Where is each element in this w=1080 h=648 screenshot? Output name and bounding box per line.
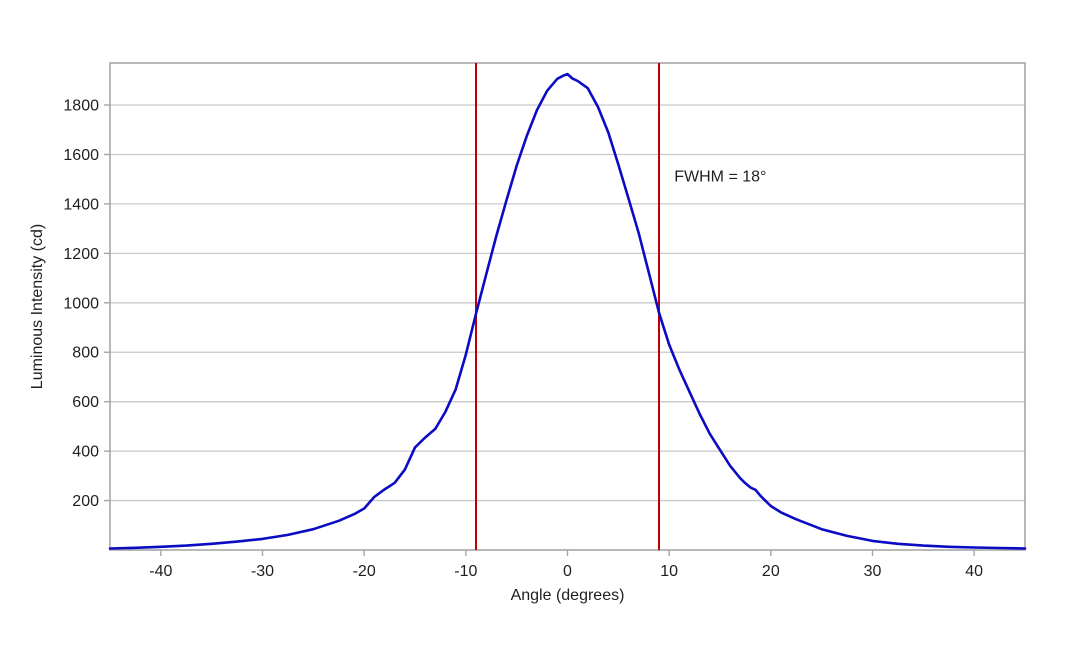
- intensity-curve: [108, 72, 1027, 550]
- y-tick-label: 800: [72, 345, 99, 362]
- x-tick-label: -20: [353, 563, 376, 580]
- y-tick-label: 400: [72, 444, 99, 461]
- x-tick-label: -10: [454, 563, 477, 580]
- y-tick-label: 600: [72, 394, 99, 411]
- x-tick-label: 40: [965, 563, 983, 580]
- x-tick-label: 10: [660, 563, 678, 580]
- x-tick-label: -30: [251, 563, 274, 580]
- x-tick-label: 30: [864, 563, 882, 580]
- y-tick-label: 200: [72, 493, 99, 510]
- y-tick-label: 1200: [63, 246, 99, 263]
- y-tick-label: 1400: [63, 196, 99, 213]
- plot-border: [109, 62, 1026, 551]
- x-tick-label: 20: [762, 563, 780, 580]
- x-tick-label: -40: [149, 563, 172, 580]
- x-tick-label: 0: [563, 563, 572, 580]
- y-axis-title: Luminous Intensity (cd): [29, 224, 46, 389]
- fwhm-annotation: FWHM = 18°: [674, 169, 766, 186]
- y-tick-label: 1800: [63, 98, 99, 115]
- y-tick-label: 1600: [63, 147, 99, 164]
- x-axis-title: Angle (degrees): [511, 587, 625, 604]
- y-tick-label: 1000: [63, 295, 99, 312]
